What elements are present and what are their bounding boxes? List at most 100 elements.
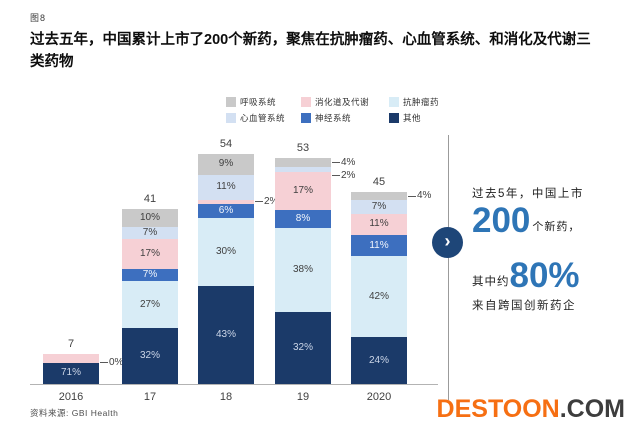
bar-2016: 71% bbox=[43, 354, 99, 384]
legend-label: 呼吸系统 bbox=[240, 97, 277, 107]
legend-label: 消化道及代谢 bbox=[315, 97, 370, 107]
bar-segment-呼吸系统 bbox=[275, 158, 331, 168]
segment-callout: 2% bbox=[255, 196, 278, 208]
chart-title: 过去五年，中国累计上市了200个新药，聚焦在抗肿瘤药、心血管系统、和消化及代谢三… bbox=[30, 32, 591, 70]
legend-item-其他: 其他 bbox=[389, 112, 469, 124]
bar-total-label: 45 bbox=[372, 176, 386, 189]
segment-callout: 4% bbox=[332, 157, 355, 169]
segment-label: 17% bbox=[139, 247, 160, 259]
bar-segment-呼吸系统: 10% bbox=[122, 209, 178, 227]
callout-line bbox=[100, 362, 108, 364]
bar-segment-神经系统: 11% bbox=[351, 234, 407, 257]
x-axis-label: 17 bbox=[143, 391, 157, 403]
segment-label: 38% bbox=[292, 264, 313, 276]
figure-label: 图8 bbox=[30, 13, 47, 23]
callout-label: 4% bbox=[417, 190, 432, 202]
stat-200-suffix: 个新药， bbox=[532, 221, 581, 234]
stat-80-value: 80% bbox=[509, 256, 580, 296]
bar-segment-神经系统: 7% bbox=[122, 268, 178, 281]
bar-segment-抗肿瘤药: 27% bbox=[122, 280, 178, 329]
bar-total-label: 53 bbox=[296, 142, 310, 155]
legend-item-心血管系统: 心血管系统 bbox=[226, 112, 301, 124]
callout-line bbox=[332, 175, 340, 177]
segment-label: 17% bbox=[292, 184, 313, 196]
legend-item-神经系统: 神经系统 bbox=[301, 112, 389, 124]
x-axis-label: 2020 bbox=[366, 391, 392, 403]
callout-label: 2% bbox=[264, 195, 279, 207]
legend-swatch bbox=[389, 97, 399, 107]
segment-callout: 4% bbox=[408, 190, 431, 202]
chevron-circle: › bbox=[432, 227, 463, 258]
segment-label: 30% bbox=[215, 245, 236, 257]
x-axis-label: 18 bbox=[219, 391, 233, 403]
bar-segment-呼吸系统 bbox=[351, 192, 407, 201]
stat-200-value: 200 bbox=[472, 201, 531, 240]
stat-80-prefix: 其中约 bbox=[472, 275, 510, 288]
segment-label: 7% bbox=[142, 226, 158, 238]
x-axis-label: 2016 bbox=[58, 391, 84, 403]
callout-line bbox=[255, 201, 263, 203]
segment-label: 9% bbox=[218, 158, 234, 170]
bar-segment-呼吸系统: 9% bbox=[198, 154, 254, 175]
bar-segment-心血管系统 bbox=[275, 167, 331, 172]
legend-item-消化道及代谢: 消化道及代谢 bbox=[301, 96, 389, 108]
bar-total-label: 54 bbox=[219, 138, 233, 150]
bar-segment-其他: 24% bbox=[351, 337, 407, 384]
source-note: 资料来源: GBI Health bbox=[30, 408, 119, 418]
bar-segment-神经系统: 8% bbox=[275, 209, 331, 228]
bar-17: 10% 7% 17% 7% 27% 32% bbox=[122, 209, 178, 384]
x-axis-label: 19 bbox=[296, 391, 310, 403]
legend-swatch bbox=[226, 113, 236, 123]
legend-item-呼吸系统: 呼吸系统 bbox=[226, 96, 301, 108]
bar-segment-心血管系统: 7% bbox=[351, 200, 407, 214]
segment-label: 7% bbox=[371, 200, 387, 212]
legend-label: 其他 bbox=[403, 113, 422, 123]
segment-label: 11% bbox=[216, 181, 236, 193]
bar-segment-消化道及代谢 bbox=[43, 354, 99, 363]
legend-item-抗肿瘤药: 抗肿瘤药 bbox=[389, 96, 469, 108]
watermark-part1: DESTOON bbox=[436, 395, 560, 423]
callout-label: 2% bbox=[341, 169, 356, 181]
legend-row: 呼吸系统 消化道及代谢 抗肿瘤药 bbox=[226, 96, 469, 108]
stat-new-drugs: 200 个新药， bbox=[472, 201, 624, 240]
bar-segment-抗肿瘤药: 30% bbox=[198, 217, 254, 287]
segment-label: 27% bbox=[139, 298, 160, 310]
bar-segment-抗肿瘤药: 42% bbox=[351, 256, 407, 338]
x-axis-line bbox=[30, 384, 438, 385]
legend-label: 抗肿瘤药 bbox=[403, 97, 440, 107]
stats-line3: 来自跨国创新药企 bbox=[472, 299, 576, 312]
segment-label: 32% bbox=[139, 350, 160, 362]
bar-segment-消化道及代谢: 17% bbox=[122, 239, 178, 269]
bar-segment-其他: 43% bbox=[198, 286, 254, 384]
chart-legend: 呼吸系统 消化道及代谢 抗肿瘤药心血管系统 神经系统 其他 bbox=[226, 96, 469, 124]
segment-label: 32% bbox=[292, 342, 313, 354]
segment-label: 10% bbox=[139, 212, 160, 224]
watermark: DESTOON.COM bbox=[437, 395, 625, 424]
bar-segment-消化道及代谢: 11% bbox=[351, 213, 407, 235]
legend-swatch bbox=[389, 113, 399, 123]
segment-label: 8% bbox=[295, 212, 311, 224]
segment-label: 71% bbox=[60, 367, 81, 379]
segment-label: 43% bbox=[215, 329, 236, 341]
legend-swatch bbox=[301, 97, 311, 107]
bar-2020: 7% 11% 11% 42% 24% bbox=[351, 192, 407, 384]
callout-label: 4% bbox=[341, 156, 356, 168]
segment-callout: 2% bbox=[332, 170, 355, 182]
bar-18: 9% 11% 6% 30% 43% bbox=[198, 154, 254, 384]
stat-multinational-share: 其中约 80% bbox=[472, 256, 624, 296]
segment-label: 42% bbox=[368, 290, 389, 302]
stats-line1: 过去5年，中国上市 bbox=[472, 188, 584, 200]
legend-label: 心血管系统 bbox=[240, 113, 286, 123]
bar-19: 17% 8% 38% 32% bbox=[275, 158, 331, 384]
divider-line bbox=[448, 135, 449, 400]
callout-line bbox=[332, 162, 340, 164]
bar-segment-其他: 32% bbox=[122, 328, 178, 384]
watermark-part2: .COM bbox=[559, 395, 625, 423]
legend-swatch bbox=[301, 113, 311, 123]
callout-line bbox=[408, 195, 416, 197]
bar-segment-心血管系统: 11% bbox=[198, 174, 254, 200]
legend-label: 神经系统 bbox=[315, 113, 352, 123]
bar-total-label: 41 bbox=[143, 193, 157, 206]
